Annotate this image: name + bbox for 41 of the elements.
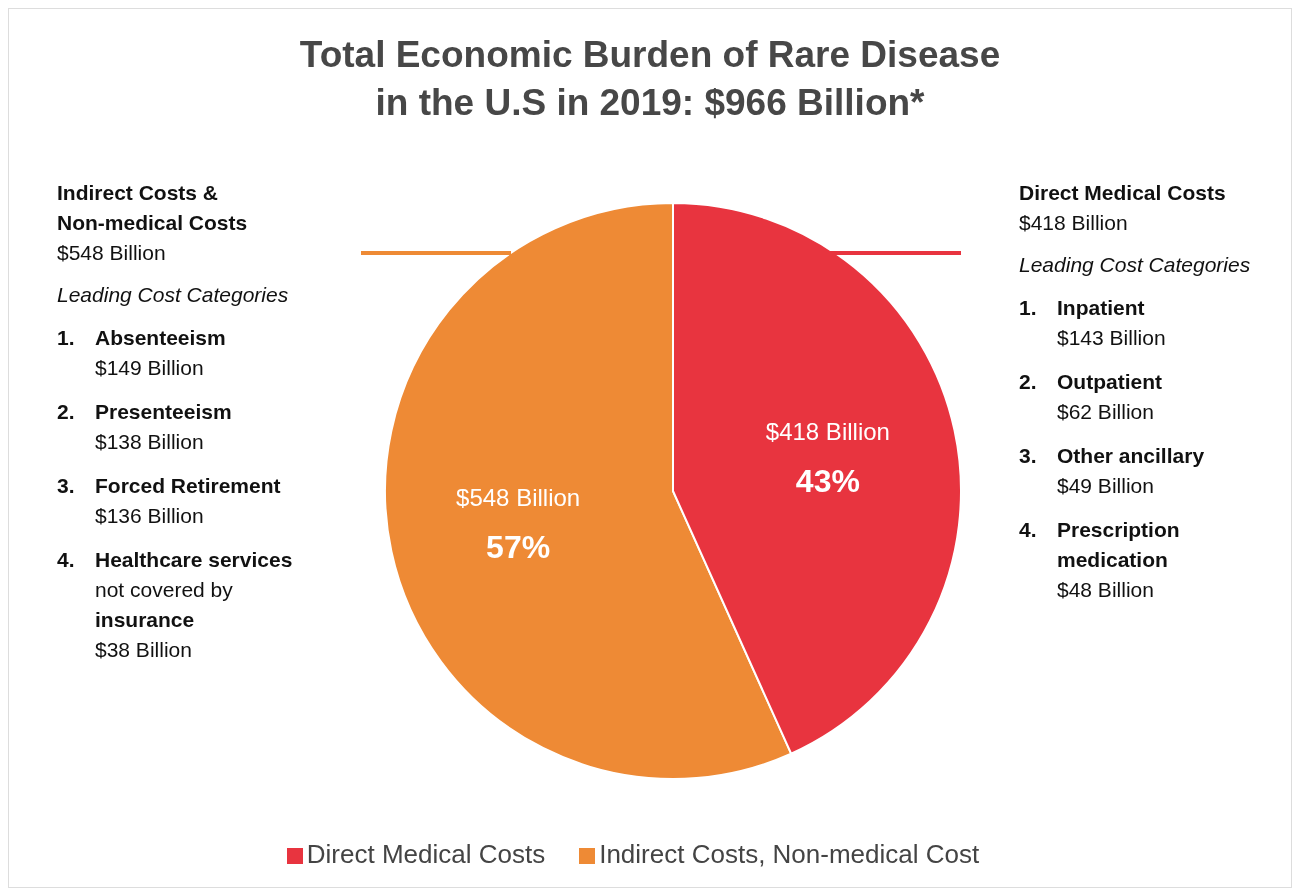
data-label: $548 Billion <box>456 484 581 512</box>
text: 1. <box>1019 295 1037 321</box>
text: $143 Billion <box>1057 325 1166 351</box>
text: Other ancillary <box>1057 443 1205 469</box>
text: $38 Billion <box>95 637 192 663</box>
text: Outpatient <box>1057 369 1162 395</box>
text: 2. <box>1019 369 1037 395</box>
slice-label: Direct Medical Costs <box>1019 180 1226 206</box>
text: Presenteeism <box>95 399 232 425</box>
text: Prescription <box>1057 517 1180 543</box>
text: 3. <box>57 473 75 499</box>
text: 2. <box>57 399 75 425</box>
text: Non-medical Costs <box>57 210 248 236</box>
text: Leading Cost Categories <box>1019 252 1251 278</box>
text: Inpatient <box>1057 295 1145 321</box>
text: $149 Billion <box>95 355 204 381</box>
text: Healthcare services <box>95 547 293 573</box>
text: Forced Retirement <box>95 473 281 499</box>
text: 57% <box>486 529 551 566</box>
text: 43% <box>795 462 860 499</box>
text: $548 Billion <box>57 240 166 266</box>
text: $136 Billion <box>95 503 204 529</box>
text: medication <box>1057 547 1168 573</box>
text: $49 Billion <box>1057 473 1154 499</box>
legend-label: Direct Medical Costs <box>306 839 546 869</box>
legend-label: Indirect Costs, Non-medical Cost <box>599 839 980 869</box>
data-label: $418 Billion <box>765 417 890 445</box>
text: 4. <box>1019 517 1037 543</box>
text: $418 Billion <box>1019 210 1128 236</box>
text: $62 Billion <box>1057 399 1154 425</box>
chart-title: Total Economic Burden of Rare Disease in the U.S in 2019: $966 Billion* <box>298 33 1002 125</box>
text: not covered by <box>95 577 233 603</box>
text: $138 Billion <box>95 429 204 455</box>
text: $48 Billion <box>1057 577 1154 603</box>
text: 4. <box>57 547 75 573</box>
text: insurance <box>95 607 195 633</box>
text: Leading Cost Categories <box>57 282 289 308</box>
text: Absenteeism <box>95 325 226 351</box>
text: Indirect Costs & <box>57 180 219 206</box>
text: 1. <box>57 325 75 351</box>
text: 3. <box>1019 443 1037 469</box>
